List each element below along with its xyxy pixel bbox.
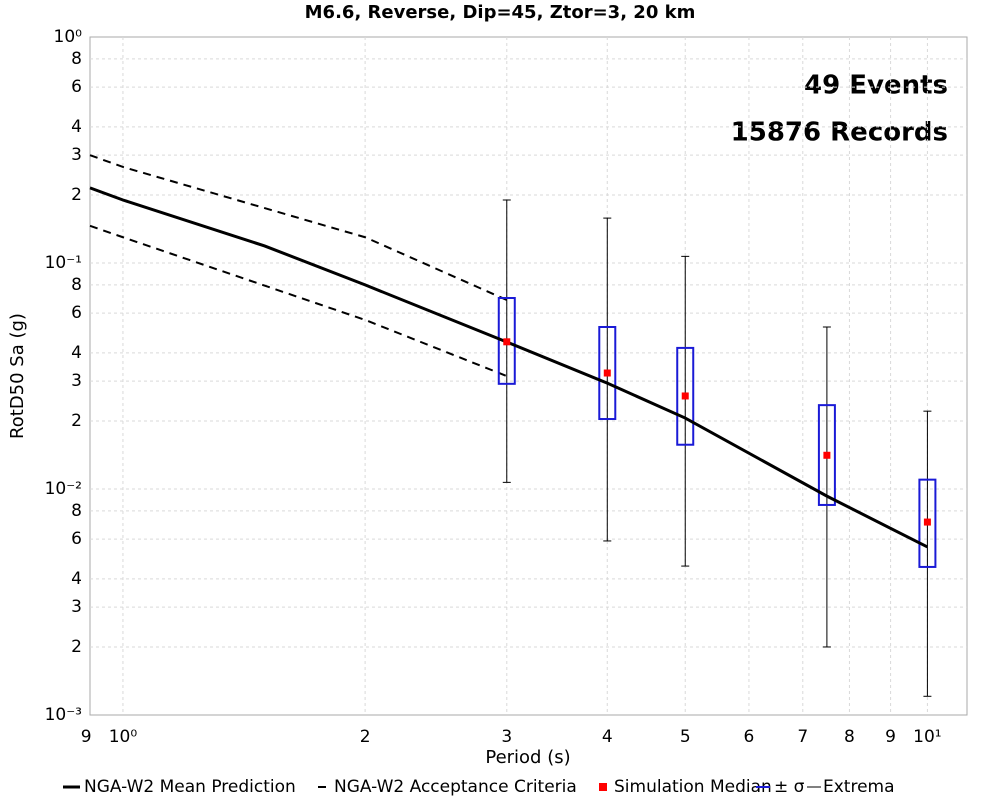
- legend-label: Extrema: [823, 777, 895, 797]
- median-marker: [823, 451, 831, 459]
- sigma-box: [817, 404, 836, 506]
- x-tick-label: 8: [844, 727, 855, 747]
- legend-swatch: [599, 783, 607, 791]
- sigma-box: [497, 297, 516, 385]
- x-tick-label: 3: [501, 727, 512, 747]
- y-tick-label: 2: [71, 637, 82, 657]
- legend-label: Simulation Median: [614, 777, 772, 797]
- annotation: 15876 Records: [731, 118, 948, 148]
- median-marker: [503, 338, 511, 346]
- y-tick-label: 8: [71, 275, 82, 295]
- x-tick-label: 7: [797, 727, 808, 747]
- y-axis-label: RotD50 Sa (g): [7, 313, 28, 439]
- y-tick-label: 6: [71, 303, 82, 323]
- x-axis-label: Period (s): [485, 747, 570, 768]
- x-tick-label: 9: [885, 727, 896, 747]
- median-marker: [923, 518, 931, 526]
- y-tick-label: 3: [71, 145, 82, 165]
- x-tick-label: 4: [602, 727, 613, 747]
- acceptance-lower: [89, 224, 508, 378]
- legend-label: NGA-W2 Mean Prediction: [84, 777, 296, 797]
- y-tick-label: 6: [71, 77, 82, 97]
- y-tick-label: 3: [71, 371, 82, 391]
- y-tick-label: 10⁻¹: [45, 253, 82, 273]
- y-tick-label: 10⁻³: [45, 705, 82, 725]
- x-tick-label: 10¹: [913, 727, 941, 747]
- y-tick-label: 10⁰: [54, 27, 83, 47]
- x-tick-label: 5: [680, 727, 691, 747]
- y-tick-label: 8: [71, 49, 82, 69]
- x-tick-label: 10⁰: [109, 727, 138, 747]
- x-tick-label: 9: [81, 727, 92, 747]
- y-tick-label: 4: [71, 343, 82, 363]
- sigma-box: [598, 325, 617, 421]
- annotation: 49 Events: [804, 71, 948, 101]
- sigma-box: [676, 346, 695, 446]
- y-tick-label: 6: [71, 529, 82, 549]
- y-tick-label: 4: [71, 117, 82, 137]
- x-tick-label: 6: [744, 727, 755, 747]
- y-tick-label: 2: [71, 185, 82, 205]
- acceptance-upper: [89, 154, 508, 301]
- median-marker: [603, 369, 611, 377]
- y-tick-label: 3: [71, 597, 82, 617]
- legend-label: ± σ: [774, 777, 805, 797]
- x-tick-label: 2: [360, 727, 371, 747]
- chart-title: M6.6, Reverse, Dip=45, Ztor=3, 20 km: [305, 2, 696, 23]
- y-tick-label: 4: [71, 569, 82, 589]
- legend-label: NGA-W2 Acceptance Criteria: [334, 777, 577, 797]
- y-tick-label: 2: [71, 411, 82, 431]
- y-tick-label: 10⁻²: [45, 479, 82, 499]
- y-tick-label: 8: [71, 501, 82, 521]
- plot-area: [89, 36, 968, 716]
- median-marker: [681, 392, 689, 400]
- sigma-box: [918, 478, 937, 568]
